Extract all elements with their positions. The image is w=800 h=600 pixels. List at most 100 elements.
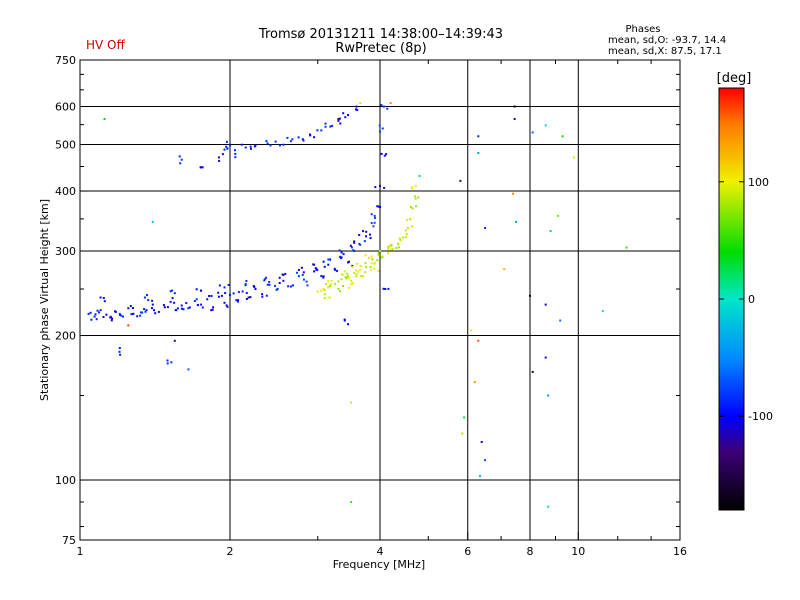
- scatter-point: [601, 310, 604, 312]
- scatter-point: [477, 339, 480, 342]
- o-mode-point: [109, 315, 112, 318]
- o-mode-point: [241, 290, 244, 293]
- o-mode-point: [90, 318, 93, 321]
- o-mode-point: [387, 287, 390, 290]
- o-mode-point: [252, 285, 255, 287]
- o-mode-point: [96, 309, 99, 312]
- x-mode-point: [365, 265, 367, 268]
- o-mode-point: [249, 145, 252, 148]
- x-mode-point: [328, 296, 331, 299]
- legend-line-o: mean, sd,O: -93.7, 14.4: [608, 35, 726, 46]
- o-mode-point: [188, 306, 191, 309]
- o-mode-point: [199, 166, 202, 169]
- o-mode-point: [102, 297, 105, 299]
- o-mode-point: [279, 144, 281, 147]
- o-mode-point: [210, 309, 213, 312]
- o-mode-point: [347, 261, 349, 264]
- x-mode-point: [398, 237, 401, 240]
- o-mode-point: [301, 138, 304, 141]
- scatter-point: [127, 324, 130, 327]
- o-mode-point: [249, 296, 252, 299]
- o-mode-point: [223, 301, 226, 304]
- o-mode-point: [372, 225, 375, 228]
- o-mode-point: [154, 312, 157, 315]
- o-mode-point: [355, 105, 358, 108]
- o-mode-point: [197, 304, 199, 307]
- x-mode-point: [409, 218, 412, 221]
- scatter-point: [561, 135, 564, 138]
- x-tick-label: 1: [77, 545, 84, 558]
- o-mode-point: [169, 290, 172, 293]
- o-mode-point: [244, 146, 247, 149]
- x-mode-point: [377, 269, 380, 272]
- o-mode-point: [386, 107, 389, 110]
- o-mode-point: [143, 296, 146, 299]
- o-mode-point: [268, 281, 271, 283]
- o-mode-point: [223, 148, 226, 151]
- x-mode-point: [327, 286, 330, 289]
- o-mode-point: [383, 154, 386, 157]
- scatter-point: [529, 294, 531, 297]
- o-mode-point: [373, 221, 376, 224]
- o-mode-point: [236, 300, 239, 303]
- data-points-layer: [87, 102, 628, 508]
- o-mode-point: [139, 314, 142, 317]
- y-tick-label: 100: [55, 474, 76, 487]
- y-tick-label: 75: [62, 534, 76, 547]
- o-mode-point: [370, 222, 373, 225]
- o-mode-point: [200, 303, 203, 306]
- x-mode-point: [345, 276, 348, 279]
- x-mode-point: [357, 270, 360, 273]
- x-mode-point: [414, 197, 417, 200]
- scatter-point: [484, 459, 487, 462]
- o-mode-point: [382, 105, 385, 108]
- x-mode-point: [392, 247, 395, 250]
- o-mode-point: [247, 296, 250, 299]
- x-mode-point: [373, 267, 376, 270]
- o-mode-point: [110, 319, 113, 322]
- grid-layer: [80, 60, 680, 540]
- o-mode-point: [331, 124, 334, 127]
- o-mode-point: [347, 323, 349, 326]
- x-tick-label: 2: [227, 545, 234, 558]
- scatter-point: [350, 501, 353, 503]
- o-mode-point: [144, 310, 147, 313]
- scatter-point: [477, 135, 480, 138]
- o-mode-point: [322, 275, 325, 278]
- y-tick-label: 200: [55, 330, 76, 343]
- o-mode-point: [143, 308, 146, 311]
- o-mode-point: [265, 276, 268, 279]
- x-mode-point: [387, 248, 390, 251]
- x-mode-point: [351, 266, 354, 268]
- scatter-point: [479, 474, 481, 477]
- o-mode-point: [245, 298, 248, 300]
- x-mode-point: [348, 276, 351, 279]
- x-mode-point: [353, 272, 356, 274]
- x-mode-point: [329, 285, 332, 288]
- o-mode-point: [353, 240, 356, 243]
- o-mode-point: [212, 306, 215, 309]
- o-mode-point: [340, 251, 343, 254]
- legend-line-x: mean, sd,X: 87.5, 17.1: [608, 46, 722, 57]
- o-mode-point: [378, 124, 381, 127]
- o-mode-point: [226, 147, 229, 150]
- scatter-point: [503, 268, 506, 271]
- scatter-point: [480, 441, 483, 443]
- x-mode-point: [359, 268, 362, 271]
- o-mode-point: [118, 312, 121, 315]
- x-mode-point: [351, 281, 354, 284]
- y-tick-label: 500: [55, 139, 76, 152]
- x-mode-point: [413, 195, 416, 198]
- x-mode-point: [330, 279, 333, 282]
- legend-title: Phases: [625, 24, 660, 35]
- x-mode-point: [370, 262, 373, 265]
- o-mode-point: [329, 125, 332, 128]
- x-tick-label: 8: [527, 545, 534, 558]
- o-mode-point: [227, 283, 230, 286]
- scatter-point: [513, 105, 516, 108]
- o-mode-point: [296, 271, 298, 274]
- o-mode-point: [147, 299, 150, 302]
- x-mode-point: [323, 293, 326, 296]
- o-mode-point: [340, 257, 342, 260]
- x-mode-point: [414, 184, 417, 187]
